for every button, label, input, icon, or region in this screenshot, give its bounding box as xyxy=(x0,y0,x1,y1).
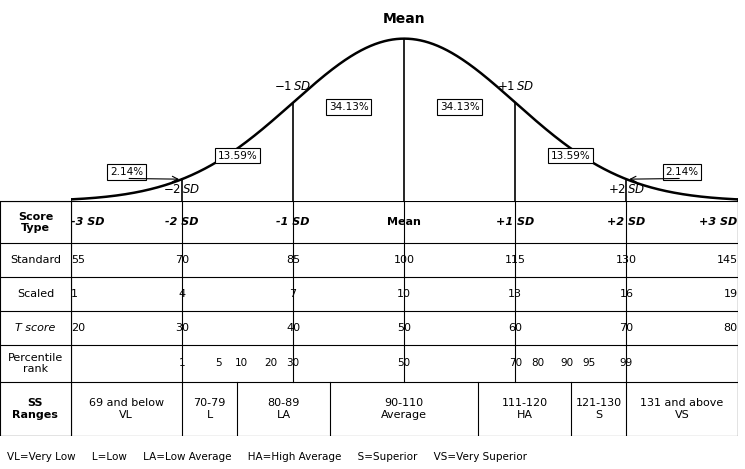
Text: +1 SD: +1 SD xyxy=(496,217,534,227)
Text: Standard: Standard xyxy=(10,255,61,265)
Text: 13.59%: 13.59% xyxy=(551,151,591,161)
Text: 2.14%: 2.14% xyxy=(665,167,699,177)
Text: 55: 55 xyxy=(71,255,85,265)
Text: 90-110
Average: 90-110 Average xyxy=(381,398,427,420)
Text: 20: 20 xyxy=(264,358,277,369)
Text: 95: 95 xyxy=(583,358,596,369)
Text: 90: 90 xyxy=(560,358,574,369)
Text: 40: 40 xyxy=(286,323,300,333)
Text: 7: 7 xyxy=(290,289,297,299)
Text: +3 SD: +3 SD xyxy=(700,217,738,227)
Text: 4: 4 xyxy=(178,289,186,299)
Text: +2 SD: +2 SD xyxy=(607,217,646,227)
Text: Score
Type: Score Type xyxy=(18,212,53,233)
Text: 131 and above
VS: 131 and above VS xyxy=(641,398,723,420)
Text: 19: 19 xyxy=(723,289,738,299)
Text: 50: 50 xyxy=(397,323,411,333)
Text: $-2\,\mathit{SD}$: $-2\,\mathit{SD}$ xyxy=(163,183,200,197)
Text: 70: 70 xyxy=(509,358,522,369)
Text: $-1\,\mathit{SD}$: $-1\,\mathit{SD}$ xyxy=(274,80,311,93)
Text: 85: 85 xyxy=(286,255,300,265)
Text: 1: 1 xyxy=(71,289,77,299)
Text: 2.14%: 2.14% xyxy=(110,167,143,177)
Text: 115: 115 xyxy=(505,255,526,265)
Text: 16: 16 xyxy=(619,289,633,299)
Text: 34.13%: 34.13% xyxy=(440,102,480,112)
Text: $+1\,\mathit{SD}$: $+1\,\mathit{SD}$ xyxy=(497,80,534,93)
Text: 20: 20 xyxy=(71,323,85,333)
Text: Percentile
rank: Percentile rank xyxy=(7,353,63,374)
Text: Mean: Mean xyxy=(383,12,425,26)
Text: VL=Very Low     L=Low     LA=Low Average     HA=High Average     S=Superior     : VL=Very Low L=Low LA=Low Average HA=High… xyxy=(7,452,527,462)
Text: 13: 13 xyxy=(508,289,522,299)
Text: 50: 50 xyxy=(398,358,410,369)
Text: 130: 130 xyxy=(616,255,637,265)
Text: 5: 5 xyxy=(215,358,222,369)
Text: Scaled: Scaled xyxy=(17,289,54,299)
Text: -2 SD: -2 SD xyxy=(165,217,199,227)
Text: 69 and below
VL: 69 and below VL xyxy=(89,398,164,420)
Text: 34.13%: 34.13% xyxy=(329,102,369,112)
Text: 80: 80 xyxy=(723,323,738,333)
Text: T score: T score xyxy=(15,323,56,333)
Text: 30: 30 xyxy=(175,323,189,333)
Text: 30: 30 xyxy=(287,358,299,369)
Text: 1: 1 xyxy=(179,358,186,369)
Text: 60: 60 xyxy=(508,323,522,333)
Text: 13.59%: 13.59% xyxy=(218,151,257,161)
Text: Mean: Mean xyxy=(387,217,421,227)
Text: 70: 70 xyxy=(619,323,633,333)
Text: -1 SD: -1 SD xyxy=(276,217,310,227)
Text: $+2\,\mathit{SD}$: $+2\,\mathit{SD}$ xyxy=(608,183,645,197)
Text: 80: 80 xyxy=(531,358,544,369)
Text: -3 SD: -3 SD xyxy=(71,217,104,227)
Text: 10: 10 xyxy=(235,358,248,369)
Text: 121-130
S: 121-130 S xyxy=(576,398,621,420)
Text: 99: 99 xyxy=(620,358,633,369)
Text: 100: 100 xyxy=(393,255,415,265)
Text: SS
Ranges: SS Ranges xyxy=(13,398,58,420)
Text: 80-89
LA: 80-89 LA xyxy=(267,398,300,420)
Text: 111-120
HA: 111-120 HA xyxy=(501,398,548,420)
Text: 70: 70 xyxy=(175,255,189,265)
Text: 145: 145 xyxy=(717,255,738,265)
Text: 70-79
L: 70-79 L xyxy=(194,398,226,420)
Text: 10: 10 xyxy=(397,289,411,299)
